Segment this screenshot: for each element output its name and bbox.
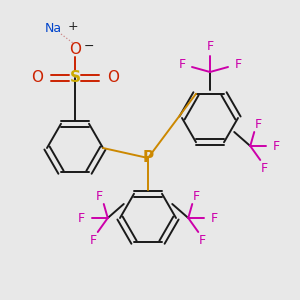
Text: O: O: [107, 70, 119, 86]
Text: +: +: [68, 20, 78, 32]
Text: F: F: [234, 58, 242, 71]
Text: O: O: [69, 43, 81, 58]
Text: F: F: [273, 140, 280, 152]
Text: F: F: [90, 233, 97, 247]
Text: P: P: [142, 151, 154, 166]
Text: F: F: [211, 212, 218, 224]
Text: F: F: [255, 118, 262, 130]
Text: F: F: [261, 161, 268, 175]
Text: F: F: [199, 233, 206, 247]
Text: S: S: [70, 70, 80, 86]
Text: F: F: [178, 58, 186, 71]
Text: Na: Na: [44, 22, 62, 34]
Text: F: F: [193, 190, 200, 202]
Text: F: F: [96, 190, 103, 202]
Text: O: O: [31, 70, 43, 86]
Text: F: F: [78, 212, 85, 224]
Text: −: −: [84, 40, 94, 52]
Text: F: F: [206, 40, 214, 53]
